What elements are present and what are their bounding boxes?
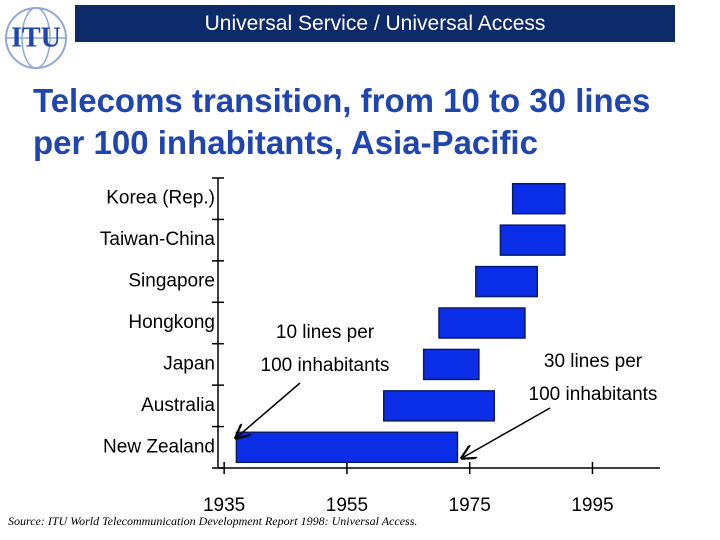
category-label: Singapore	[128, 271, 215, 292]
annotation-arrow	[462, 407, 551, 458]
slide-title: Telecoms transition, from 10 to 30 lines…	[33, 82, 651, 161]
bar	[499, 224, 566, 256]
bar	[511, 182, 566, 215]
annotation: 100 inhabitants	[529, 384, 658, 405]
bar	[475, 265, 538, 298]
category-label: Korea (Rep.)	[106, 188, 215, 209]
category-label: New Zealand	[103, 436, 215, 457]
logo-text: ITU	[11, 22, 61, 53]
x-tick-label: 1935	[203, 495, 245, 516]
source-note: Source: ITU World Telecommunication Deve…	[8, 514, 417, 528]
itu-logo: ITU	[5, 7, 67, 69]
annotation: 30 lines per	[544, 351, 643, 372]
bar	[438, 307, 526, 339]
bar	[383, 390, 495, 422]
annotation: 100 inhabitants	[261, 355, 390, 376]
x-tick-label: 1995	[571, 495, 613, 516]
category-label: Australia	[141, 395, 215, 416]
annotation-arrow	[236, 382, 301, 438]
header-bar: Universal Service / Universal Access	[75, 5, 675, 42]
annotation: 10 lines per	[276, 322, 375, 343]
bar	[422, 348, 480, 381]
x-tick-label: 1955	[326, 495, 368, 516]
bar	[235, 431, 459, 464]
x-tick-label: 1975	[449, 495, 491, 516]
category-label: Taiwan-China	[100, 229, 216, 250]
category-label: Japan	[163, 353, 215, 374]
category-label: Hongkong	[128, 312, 215, 333]
